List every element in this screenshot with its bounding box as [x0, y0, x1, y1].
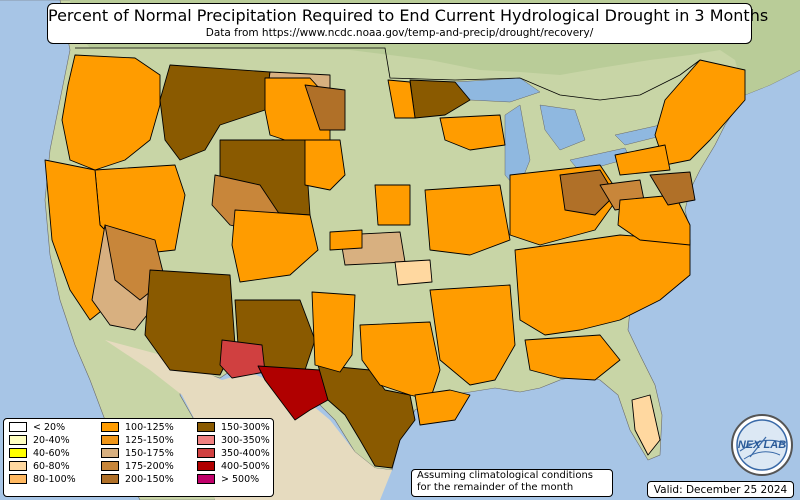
legend: < 20% 20-40% 40-60% 60-80% 80-100% 100-1… [3, 418, 274, 497]
legend-column-3: 150-300% 300-350% 350-400% 400-500% > 50… [197, 421, 270, 487]
legend-swatch [9, 434, 27, 445]
legend-item: 40-60% [9, 447, 76, 460]
legend-swatch [197, 473, 215, 484]
assumption-line-1: Assuming climatological conditions [417, 470, 593, 481]
legend-item: 60-80% [9, 460, 76, 473]
legend-item: 150-300% [197, 421, 270, 434]
legend-item: 175-200% [101, 460, 174, 473]
legend-swatch [197, 460, 215, 471]
legend-swatch [101, 473, 119, 484]
legend-swatch [101, 434, 119, 445]
assumption-line-2: for the remainder of the month [417, 482, 574, 493]
legend-swatch [197, 421, 215, 432]
legend-item: 350-400% [197, 447, 270, 460]
legend-swatch [101, 460, 119, 471]
legend-item: 200-150% [101, 473, 174, 486]
legend-column-2: 100-125% 125-150% 150-175% 175-200% 200-… [101, 421, 174, 487]
legend-swatch [197, 447, 215, 458]
assumption-note: Assuming climatological conditions for t… [411, 469, 613, 497]
legend-column-1: < 20% 20-40% 40-60% 60-80% 80-100% [9, 421, 76, 487]
legend-swatch [101, 447, 119, 458]
legend-item: 125-150% [101, 434, 174, 447]
border-line [75, 47, 701, 101]
legend-item: < 20% [9, 421, 76, 434]
map-subtitle: Data from https://www.ncdc.noaa.gov/temp… [205, 27, 594, 39]
legend-item: 80-100% [9, 473, 76, 486]
legend-item: 400-500% [197, 460, 270, 473]
legend-item: > 500% [197, 473, 270, 486]
legend-swatch [9, 473, 27, 484]
legend-swatch [9, 421, 27, 432]
legend-item: 300-350% [197, 434, 270, 447]
map-title: Percent of Normal Precipitation Required… [48, 6, 769, 25]
title-box: Percent of Normal Precipitation Required… [47, 3, 769, 44]
legend-item: 20-40% [9, 434, 76, 447]
legend-swatch [101, 421, 119, 432]
legend-swatch [9, 447, 27, 458]
logo-text: NEX LAB [738, 439, 786, 451]
drought-regions [44, 54, 746, 469]
legend-swatch [197, 434, 215, 445]
legend-swatch [9, 460, 27, 471]
great-lakes [454, 77, 666, 191]
legend-item: 100-125% [101, 421, 174, 434]
legend-item: 150-175% [101, 447, 174, 460]
valid-date: Valid: December 25 2024 [647, 481, 794, 498]
nexlab-logo-icon: NEX LAB [731, 414, 793, 476]
